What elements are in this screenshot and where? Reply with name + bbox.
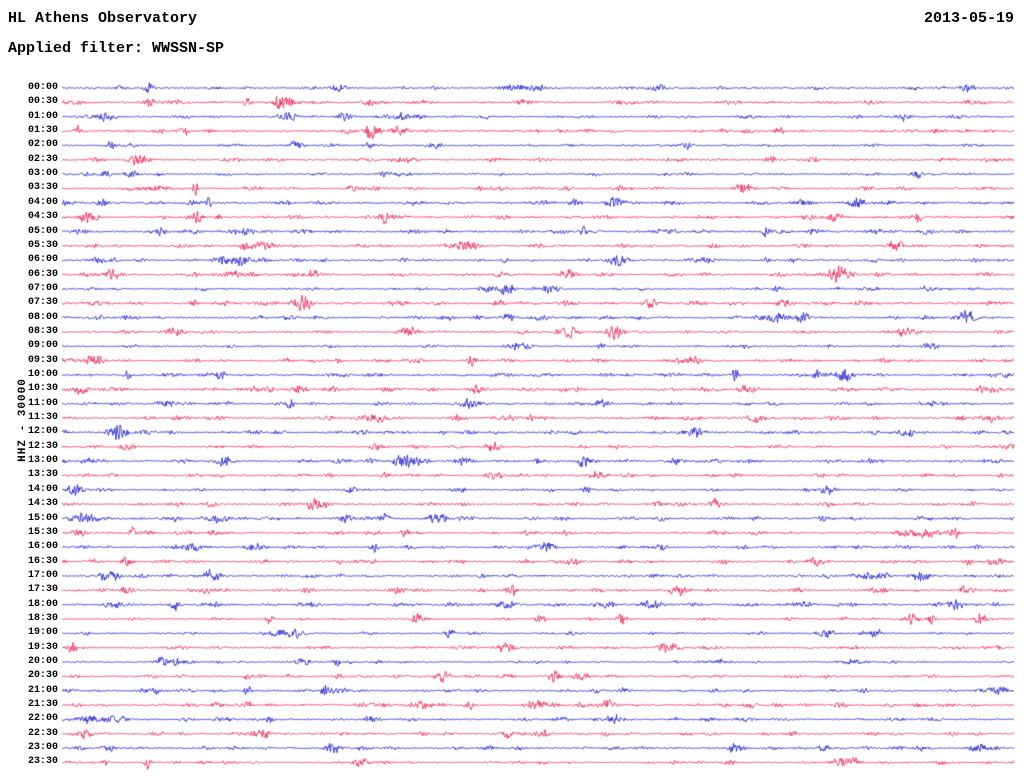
time-label: 22:30 [27,727,58,739]
time-label: 17:30 [27,584,58,596]
time-label: 12:30 [27,440,58,452]
time-label: 08:00 [27,311,58,323]
time-label: 18:00 [27,598,58,610]
time-label: 21:00 [27,684,58,696]
time-label: 00:00 [27,82,58,93]
time-label: 12:00 [27,426,58,438]
time-label: 13:00 [27,455,58,467]
time-label: 16:00 [27,541,58,553]
time-label: 01:00 [27,110,58,122]
time-label: 15:30 [27,526,58,538]
time-label: 02:30 [27,153,58,165]
time-label: 05:00 [27,225,58,237]
time-label: 20:00 [27,656,58,667]
time-label: 04:00 [27,196,58,208]
time-label: 10:30 [27,383,58,395]
time-label: 19:00 [27,627,58,639]
time-label: 01:30 [27,125,58,137]
time-label: 17:00 [27,569,58,581]
time-label: 06:00 [27,254,58,266]
time-label: 09:00 [27,340,58,352]
time-label: 22:00 [27,713,58,725]
time-label: 16:30 [27,555,58,567]
time-label: 13:30 [27,469,58,481]
time-label: 02:00 [27,139,58,151]
time-label: 23:30 [27,756,58,768]
time-label: 07:00 [27,282,58,294]
time-label: 11:30 [27,412,58,424]
time-label: 10:00 [27,369,58,380]
time-label: 20:30 [27,670,58,682]
time-label: 15:00 [27,512,58,524]
time-label: 07:30 [27,297,58,309]
time-axis: 00:00 00:30 01:00 01:30 02:00 02:30 03:00 03:30… [0,0,58,780]
time-label: 11:00 [27,397,58,409]
time-label: 06:30 [27,268,58,280]
time-label: 18:30 [27,612,58,624]
time-label: 08:30 [27,325,58,337]
time-label: 19:30 [27,641,58,653]
time-label: 21:30 [27,699,58,711]
time-label: 09:30 [27,354,58,366]
time-label: 03:30 [27,182,58,194]
time-label: 23:00 [27,742,58,754]
time-label: 03:00 [27,168,58,180]
time-label: 04:30 [27,211,58,223]
time-label: 14:30 [27,498,58,510]
time-label: 00:30 [27,96,58,108]
time-label: 05:30 [27,239,58,251]
time-label: 14:00 [27,483,58,495]
